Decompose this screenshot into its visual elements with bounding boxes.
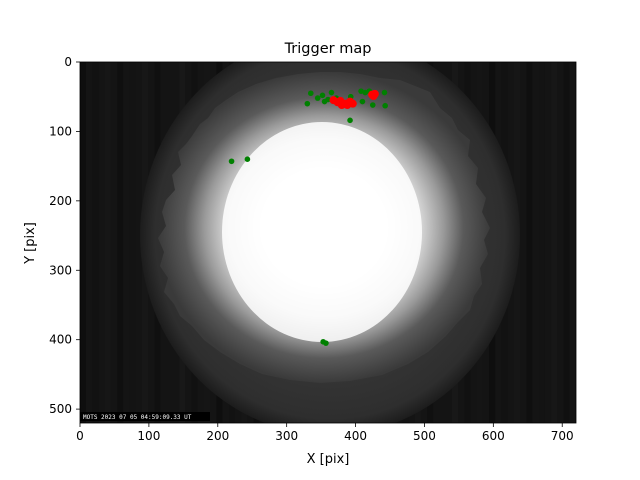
green-trigger-point [381, 89, 388, 96]
green-trigger-point [328, 89, 335, 96]
y-tick-label: 400 [49, 333, 72, 347]
y-axis-label: Y [pix] [23, 222, 38, 265]
chart-title: Trigger map [284, 41, 372, 57]
y-tick-label: 100 [49, 124, 72, 138]
red-trigger-point [343, 101, 352, 110]
green-trigger-point [304, 100, 311, 107]
x-axis: 0 100 200 300 400 500 600 700 [76, 423, 574, 443]
green-trigger-point [323, 340, 329, 346]
green-trigger-point [314, 95, 321, 101]
sky-core [222, 122, 422, 342]
trigger-points [228, 88, 388, 346]
sensor-stripe [117, 62, 124, 423]
x-tick-label: 0 [76, 429, 84, 443]
x-tick-label: 400 [344, 429, 367, 443]
green-trigger-point [319, 92, 326, 99]
plot-area: MOTS 2023 07 05 04:59:09.33 UT [80, 62, 576, 423]
green-trigger-point [244, 156, 251, 162]
sensor-stripe [551, 62, 558, 423]
green-trigger-point [359, 98, 366, 105]
green-trigger-point [228, 158, 235, 165]
x-tick-label: 500 [413, 429, 436, 443]
red-trigger-point [369, 92, 378, 101]
sensor-stripe [104, 62, 111, 423]
x-tick-label: 700 [551, 429, 574, 443]
timestamp-bar [80, 412, 210, 421]
green-trigger-point [307, 90, 314, 97]
green-trigger-point [382, 102, 388, 109]
x-tick-label: 300 [275, 429, 298, 443]
sensor-stripe [526, 62, 533, 423]
sensor-stripe [129, 62, 136, 423]
y-tick-label: 200 [49, 194, 72, 208]
sensor-stripe [80, 62, 86, 423]
y-tick-label: 0 [64, 55, 72, 69]
x-tick-label: 200 [206, 429, 229, 443]
x-tick-label: 600 [482, 429, 505, 443]
timestamp-overlay: MOTS 2023 07 05 04:59:09.33 UT [83, 414, 192, 421]
green-trigger-point [347, 117, 353, 124]
y-tick-label: 500 [49, 402, 72, 416]
sensor-stripe [563, 62, 570, 423]
y-axis: 0 100 200 300 400 500 [49, 55, 80, 416]
sensor-stripe [538, 62, 545, 423]
x-axis-label: X [pix] [307, 452, 350, 467]
red-trigger-point [336, 96, 345, 105]
x-tick-label: 100 [137, 429, 160, 443]
plot-frame [79, 61, 577, 424]
green-trigger-point [321, 98, 328, 105]
green-trigger-point [369, 102, 376, 108]
sensor-stripe [92, 62, 99, 423]
y-tick-label: 300 [49, 263, 72, 277]
